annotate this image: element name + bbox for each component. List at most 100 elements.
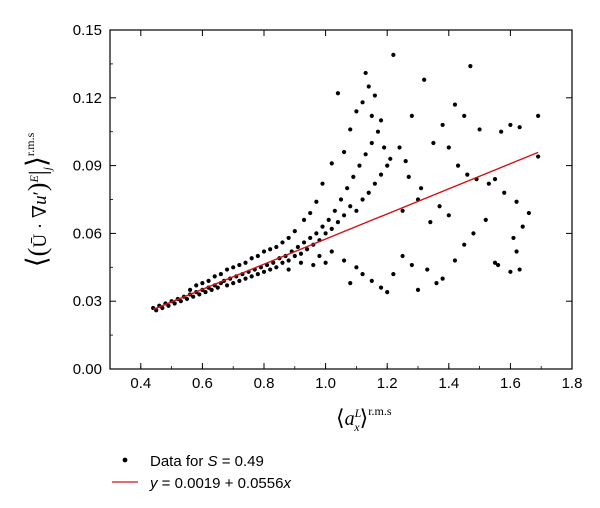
data-point: [369, 140, 374, 146]
data-point: [308, 235, 313, 241]
data-point: [372, 181, 377, 186]
data-point: [341, 258, 347, 263]
data-point: [314, 231, 319, 236]
data-point: [462, 113, 467, 118]
data-point: [166, 303, 171, 308]
x-tick-label: 1.6: [500, 375, 521, 392]
data-point: [206, 278, 211, 283]
x-axis-label: ⟨aL x⟩r.m.s: [336, 404, 392, 434]
y-tick-label: 0.06: [73, 225, 102, 242]
x-tick-label: 1.4: [438, 375, 459, 392]
data-point: [428, 220, 433, 225]
x-tick-label: 1.0: [315, 375, 336, 392]
data-point: [215, 285, 220, 290]
data-point: [305, 247, 310, 252]
data-point: [462, 242, 467, 247]
data-point: [468, 64, 473, 69]
data-point: [360, 100, 365, 105]
legend-line-label: y = 0.0019 + 0.0556x: [149, 475, 291, 492]
data-point: [317, 253, 322, 259]
data-point: [375, 129, 381, 134]
data-point: [378, 285, 384, 290]
data-point: [286, 235, 291, 241]
x-tick-label: 1.8: [562, 375, 583, 392]
fit-line: [152, 151, 539, 311]
data-point: [406, 174, 411, 179]
data-point: [203, 290, 208, 295]
data-point: [425, 267, 430, 272]
svg-text:⟨aLx⟩r.m.s: ⟨aL x⟩r.m.s: [336, 404, 392, 434]
data-point: [536, 113, 541, 118]
data-point: [369, 278, 374, 283]
data-point: [341, 149, 347, 155]
data-point: [434, 281, 439, 286]
data-point: [311, 262, 316, 268]
data-point: [274, 265, 279, 270]
y-tick-label: 0.09: [73, 158, 102, 175]
data-point: [348, 127, 353, 132]
data-point: [314, 199, 319, 204]
data-point: [514, 199, 519, 204]
data-point: [292, 229, 297, 234]
data-point: [409, 262, 414, 268]
data-point: [397, 145, 402, 150]
data-point: [492, 177, 498, 182]
data-point: [508, 269, 513, 274]
data-point: [437, 204, 442, 209]
data-point: [511, 235, 516, 241]
data-point: [274, 244, 279, 250]
data-point: [255, 253, 260, 259]
data-point: [191, 294, 196, 299]
data-point: [237, 278, 242, 283]
data-point: [360, 271, 365, 277]
data-point: [378, 118, 384, 123]
data-point: [335, 220, 341, 225]
data-point: [418, 186, 424, 191]
y-axis-label: ⟨(Ū · ∇u′)E|j⟩r.m.s: [22, 132, 54, 267]
data-point: [320, 181, 325, 186]
data-point: [268, 267, 273, 272]
data-point: [372, 93, 377, 98]
data-point: [378, 172, 384, 177]
data-point: [326, 217, 331, 222]
y-tick-label: 0.15: [73, 22, 102, 39]
data-point: [366, 190, 371, 195]
data-point: [431, 140, 436, 146]
data-point: [363, 70, 368, 76]
legend: Data for S = 0.49 y = 0.0019 + 0.0556x: [112, 453, 291, 492]
data-point: [483, 217, 488, 222]
data-point: [354, 265, 359, 270]
data-point: [354, 208, 359, 213]
data-point: [520, 224, 525, 229]
data-point: [280, 240, 285, 245]
data-point: [187, 287, 193, 292]
data-point: [261, 269, 267, 274]
data-point: [385, 163, 390, 168]
data-point: [477, 127, 482, 132]
data-point: [415, 287, 421, 292]
data-point: [249, 256, 254, 261]
data-point: [286, 267, 291, 272]
data-point: [301, 217, 307, 222]
data-point: [517, 267, 522, 272]
data-point: [366, 84, 371, 89]
data-point: [486, 181, 491, 186]
data-point: [308, 210, 313, 216]
data-point: [471, 231, 476, 236]
data-point: [391, 271, 396, 277]
data-point: [354, 109, 359, 114]
data-point: [492, 260, 498, 265]
data-point: [452, 102, 458, 107]
data-point: [465, 172, 470, 177]
data-point: [403, 158, 408, 164]
data-point: [298, 251, 304, 256]
data-point: [320, 224, 325, 229]
data-point: [255, 271, 260, 277]
data-point: [224, 267, 230, 272]
data-point: [348, 204, 353, 209]
data-point: [440, 122, 445, 128]
data-point: [536, 154, 541, 159]
data-point: [391, 52, 396, 57]
data-point: [231, 281, 236, 286]
legend-scatter-label: Data for S = 0.49: [150, 453, 264, 470]
